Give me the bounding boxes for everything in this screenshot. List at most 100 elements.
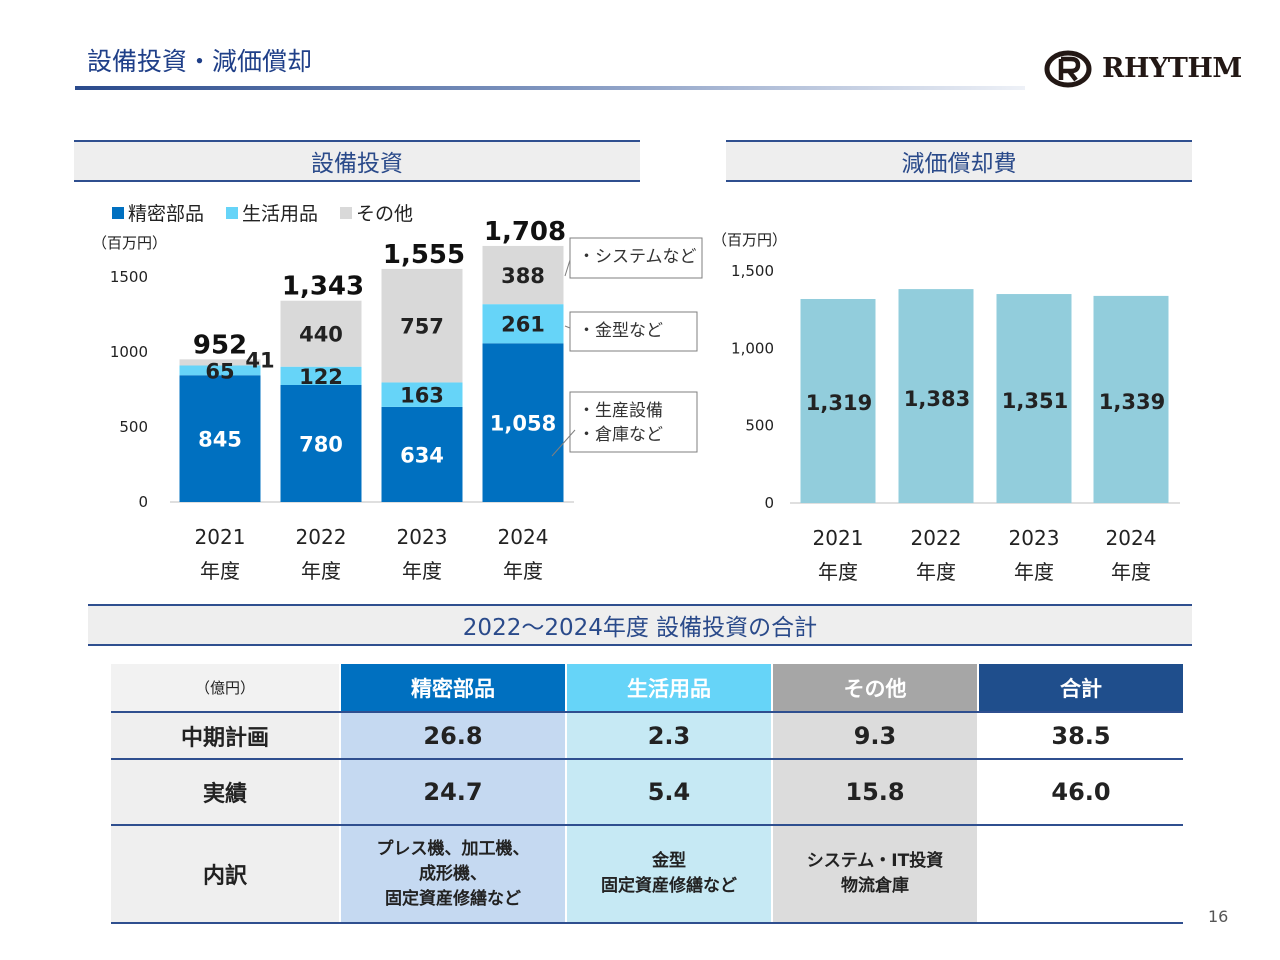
data-label: 1,383 [904,387,970,411]
total-label: 1,555 [383,240,465,270]
data-label: 65 [205,359,234,383]
row-label: 中期計画 [111,712,340,760]
total-label: 1,343 [282,272,364,302]
x-tick-label: 2024 年度 [498,525,549,583]
bar-segment [280,366,362,385]
data-label: 780 [299,433,343,457]
y-tick-label: 1,500 [731,262,774,280]
x-tick-label: 2022 年度 [296,525,347,583]
capex-unit: （百万円） [92,234,168,252]
table-cell: 46.0 [977,759,1183,826]
legend-swatch [340,206,353,219]
legend-item: 生活用品 [226,199,318,226]
summary-table: （億円） 精密部品 生活用品 その他 合計 中期計画 26.8 2.3 9.3 … [111,664,1183,924]
data-label: 845 [198,428,242,452]
row-label: 内訳 [111,825,340,924]
annotation-text: ・倉庫など [578,425,663,445]
annotation-box [569,311,698,352]
bar [800,298,876,503]
legend-label: その他 [356,203,414,225]
table-cell: 38.5 [977,712,1183,760]
table-header-row: （億円） 精密部品 生活用品 その他 合計 [111,664,1183,713]
summary-header: 2022～2024年度 設備投資の合計 [88,604,1192,646]
x-tick-label: 2021 年度 [195,525,246,583]
bar-segment [482,343,564,502]
row-label: 実績 [111,759,340,826]
table-cell: 金型 固定資産修繕など [565,825,772,924]
bar-segment [179,359,261,366]
legend-swatch [112,206,124,219]
bar-segment [381,268,463,383]
annotation-box [569,391,698,453]
table-cell: 9.3 [771,712,978,760]
bar-segment [179,365,261,376]
y-tick-label: 0 [764,494,774,512]
table-cell: システム・IT投資 物流倉庫 [771,825,978,924]
bar [996,294,1072,503]
data-label: 757 [400,315,444,339]
table-cell: 2.3 [565,712,772,760]
bar [898,289,974,503]
data-label: 1,351 [1002,389,1068,413]
y-tick-label: 1,000 [731,339,774,357]
data-label: 440 [299,323,343,347]
table-unit: （億円） [111,664,340,713]
table-cell: プレス機、加工機、 成形機、 固定資産修繕など [339,825,566,924]
bar [1093,295,1169,503]
x-tick-label: 2023 年度 [397,525,448,583]
column-header: 精密部品 [339,664,566,713]
total-label: 952 [193,330,247,360]
column-header: その他 [771,664,978,713]
column-header: 生活用品 [565,664,772,713]
annotation-leader [564,325,571,329]
legend-swatch [226,206,239,219]
page-title: 設備投資・減価償却 [87,47,313,76]
bar-segment [381,406,463,502]
data-label: 261 [501,313,545,337]
depreciation-header: 減価償却費 [726,140,1192,182]
x-tick-label: 2023 年度 [1009,526,1060,584]
capex-header: 設備投資 [74,140,640,182]
bar-segment [179,375,261,502]
data-label: 163 [400,384,444,408]
annotation-text: ・金型など [578,321,663,341]
legend-label: 生活用品 [242,203,319,225]
x-tick-label: 2022 年度 [911,526,962,584]
annotation-leader [551,429,576,457]
y-tick-label: 500 [745,417,774,435]
table-cell: 5.4 [565,759,772,826]
depreciation-chart: 0 500 1,000 1,500 1,319 2021 年度 1,383 2022 年度 1,35… [731,262,1180,584]
bar-segment [381,382,463,407]
data-label: 41 [245,349,274,373]
rhythm-logo: RHYTHM [1044,50,1244,90]
bar-segment [280,300,362,367]
y-tick-label: 0 [138,493,148,511]
x-tick-label: 2024 年度 [1106,526,1157,584]
bar-segment [280,385,362,502]
annotation-leader [564,259,571,277]
annotation-box [569,237,703,279]
legend-item: その他 [340,199,413,226]
table-row: 中期計画 26.8 2.3 9.3 38.5 [111,712,1183,760]
y-tick-label: 500 [119,418,148,436]
data-label: 1,339 [1099,390,1165,414]
y-tick-label: 1000 [110,343,148,361]
table-row: 内訳 プレス機、加工機、 成形機、 固定資産修繕など 金型 固定資産修繕など シ… [111,825,1183,924]
table-cell: 24.7 [339,759,566,826]
legend-label: 精密部品 [128,203,205,225]
bar-segment [482,304,564,344]
page-number: 16 [1208,907,1229,926]
annotation-text: ・生産設備 [578,401,663,421]
table-cell: 15.8 [771,759,978,826]
title-rule [75,86,1025,90]
data-label: 1,058 [490,412,556,436]
capex-legend: 精密部品 生活用品 その他 [112,199,413,226]
x-tick-label: 2021 年度 [813,526,864,584]
total-label: 1,708 [484,217,566,247]
table-cell [977,825,1183,924]
column-header: 合計 [977,664,1183,713]
data-label: 388 [501,264,545,288]
y-tick-label: 1500 [110,268,148,286]
table-cell: 26.8 [339,712,566,760]
